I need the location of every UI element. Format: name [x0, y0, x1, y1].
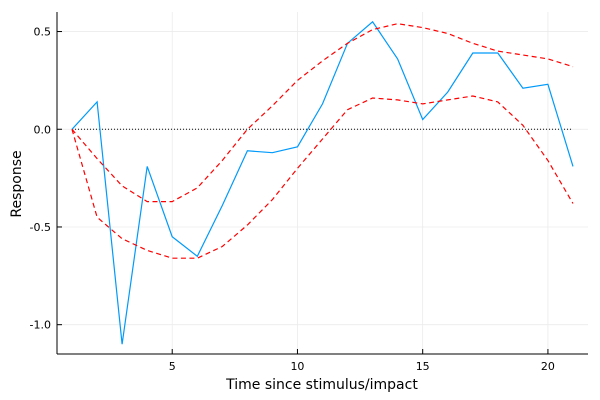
x-tick-label-0: 5	[169, 360, 176, 373]
y-tick-label-3: -1.0	[30, 319, 51, 332]
series-group	[71, 20, 574, 345]
y-tick-label-2: -0.5	[30, 221, 51, 234]
x-tick-label-3: 20	[541, 360, 555, 373]
y-axis-label: Response	[9, 150, 25, 217]
axes	[56, 12, 588, 355]
series-line-1	[71, 23, 574, 203]
x-tick-label-1: 10	[290, 360, 304, 373]
grid	[57, 12, 588, 354]
y-tick-label-0: 0.5	[34, 26, 52, 39]
x-tick-label-2: 15	[416, 360, 430, 373]
x-tick-labels: 5 10 15 20	[169, 360, 555, 373]
x-axis-label: Time since stimulus/impact	[225, 377, 418, 393]
y-tick-labels: 0.5 0.0 -0.5 -1.0	[30, 26, 51, 332]
series-line-2	[71, 95, 574, 259]
y-tick-label-1: 0.0	[34, 123, 52, 136]
series-line-0	[71, 20, 574, 345]
